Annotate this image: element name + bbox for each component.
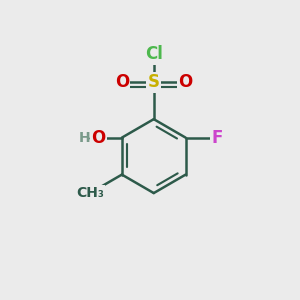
Text: O: O bbox=[91, 129, 105, 147]
Text: O: O bbox=[115, 73, 129, 91]
Text: S: S bbox=[148, 73, 160, 91]
Text: CH₃: CH₃ bbox=[76, 186, 104, 200]
Text: O: O bbox=[178, 73, 193, 91]
Text: F: F bbox=[212, 129, 223, 147]
Text: H: H bbox=[78, 130, 90, 145]
Text: Cl: Cl bbox=[145, 46, 163, 64]
